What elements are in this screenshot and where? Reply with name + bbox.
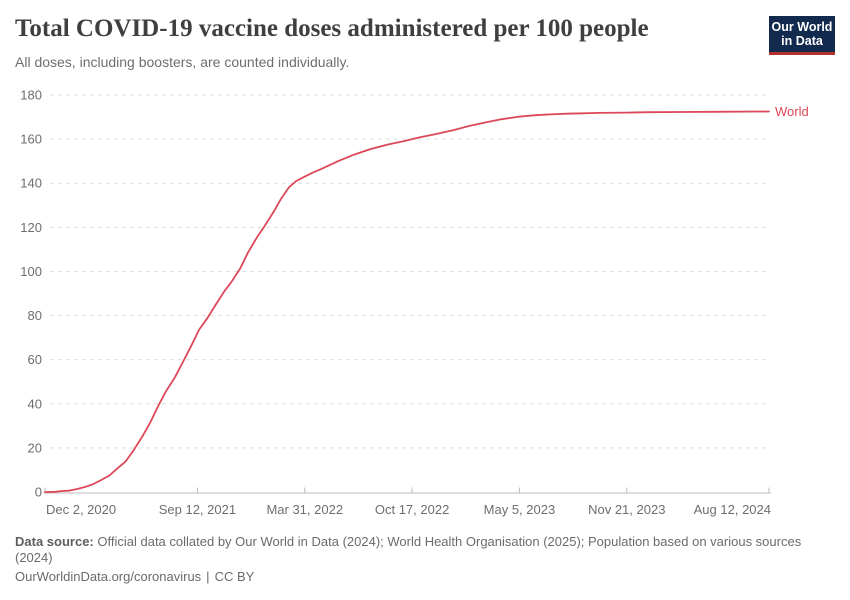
y-axis-tick-label: 100 — [20, 264, 42, 279]
owid-logo-line1: Our World — [771, 20, 833, 34]
y-axis-tick-label: 60 — [28, 352, 42, 367]
y-axis-tick-label: 180 — [20, 88, 42, 103]
separator: | — [206, 569, 210, 584]
series-end-label: World — [775, 104, 809, 119]
chart-header: Total COVID-19 vaccine doses administere… — [15, 14, 755, 71]
attribution-line: OurWorldinData.org/coronavirus | CC BY — [15, 569, 815, 585]
y-axis-tick-label: 160 — [20, 132, 42, 147]
owid-logo-line2: in Data — [781, 34, 823, 48]
license: CC BY — [214, 569, 255, 584]
data-source-text: Official data collated by Our World in D… — [15, 534, 802, 565]
data-source-line: Data source: Official data collated by O… — [15, 534, 815, 566]
x-axis-tick-label: Sep 12, 2021 — [159, 502, 236, 517]
chart-subtitle: All doses, including boosters, are count… — [15, 54, 350, 70]
y-axis-tick-label: 20 — [28, 440, 42, 455]
y-axis-tick-label: 40 — [28, 396, 42, 411]
y-axis-tick-label: 140 — [20, 176, 42, 191]
x-axis-tick-label: Dec 2, 2020 — [46, 502, 116, 517]
y-axis-tick-label: 0 — [35, 485, 42, 500]
owid-logo: Our World in Data — [769, 16, 835, 55]
x-axis-tick-label: Nov 21, 2023 — [588, 502, 665, 517]
owid-url: OurWorldinData.org/coronavirus — [15, 569, 202, 584]
chart-title: Total COVID-19 vaccine doses administere… — [15, 15, 649, 42]
x-axis-tick-label: Aug 12, 2024 — [694, 502, 771, 517]
data-source-label: Data source: — [15, 534, 94, 549]
x-axis-tick-label: Oct 17, 2022 — [375, 502, 449, 517]
data-line-world — [44, 110, 770, 493]
x-axis-tick-label: May 5, 2023 — [484, 502, 556, 517]
y-axis-tick-label: 120 — [20, 220, 42, 235]
y-axis-tick-label: 80 — [28, 308, 42, 323]
x-axis-tick-label: Mar 31, 2022 — [266, 502, 343, 517]
chart-footer: Data source: Official data collated by O… — [15, 534, 815, 585]
